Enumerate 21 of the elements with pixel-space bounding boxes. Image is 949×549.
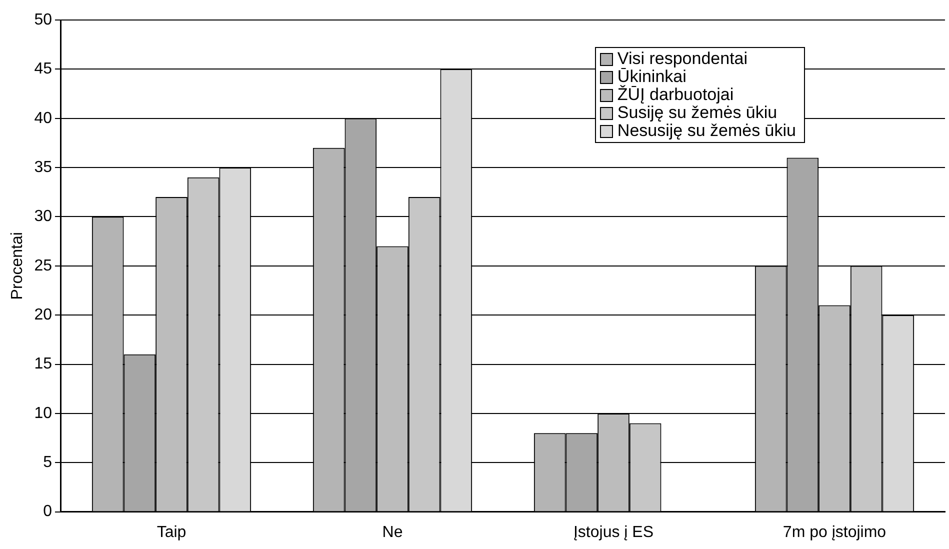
x-tick-label: Taip — [156, 524, 186, 541]
y-tick-label: 40 — [34, 110, 52, 127]
y-tick-label: 45 — [34, 60, 52, 78]
y-axis-title: Procentai — [9, 232, 26, 300]
legend-label: Susiję su žemės ūkiu — [617, 103, 778, 122]
y-tick-label: 25 — [34, 257, 52, 274]
legend-label: Ūkininkai — [617, 67, 686, 86]
y-tick-label: 20 — [34, 306, 52, 324]
x-tick-label: 7m po įstojimo — [782, 524, 886, 541]
y-tick-label: 50 — [34, 11, 52, 28]
y-tick-label: 0 — [43, 503, 52, 520]
y-tick-label: 35 — [34, 158, 52, 176]
legend-label: Visi respondentai — [617, 49, 748, 68]
y-tick-label: 30 — [34, 208, 52, 226]
y-tick-label: 10 — [34, 404, 52, 422]
legend-label: ŽŪĮ darbuotojai — [617, 85, 734, 104]
x-tick-label: Ne — [382, 524, 403, 541]
legend-label: Nesusiję su žemės ūkiu — [617, 121, 796, 140]
y-tick-label: 5 — [43, 454, 52, 472]
x-tick-label: Įstojus į ES — [573, 524, 654, 541]
y-tick-label: 15 — [34, 356, 52, 373]
